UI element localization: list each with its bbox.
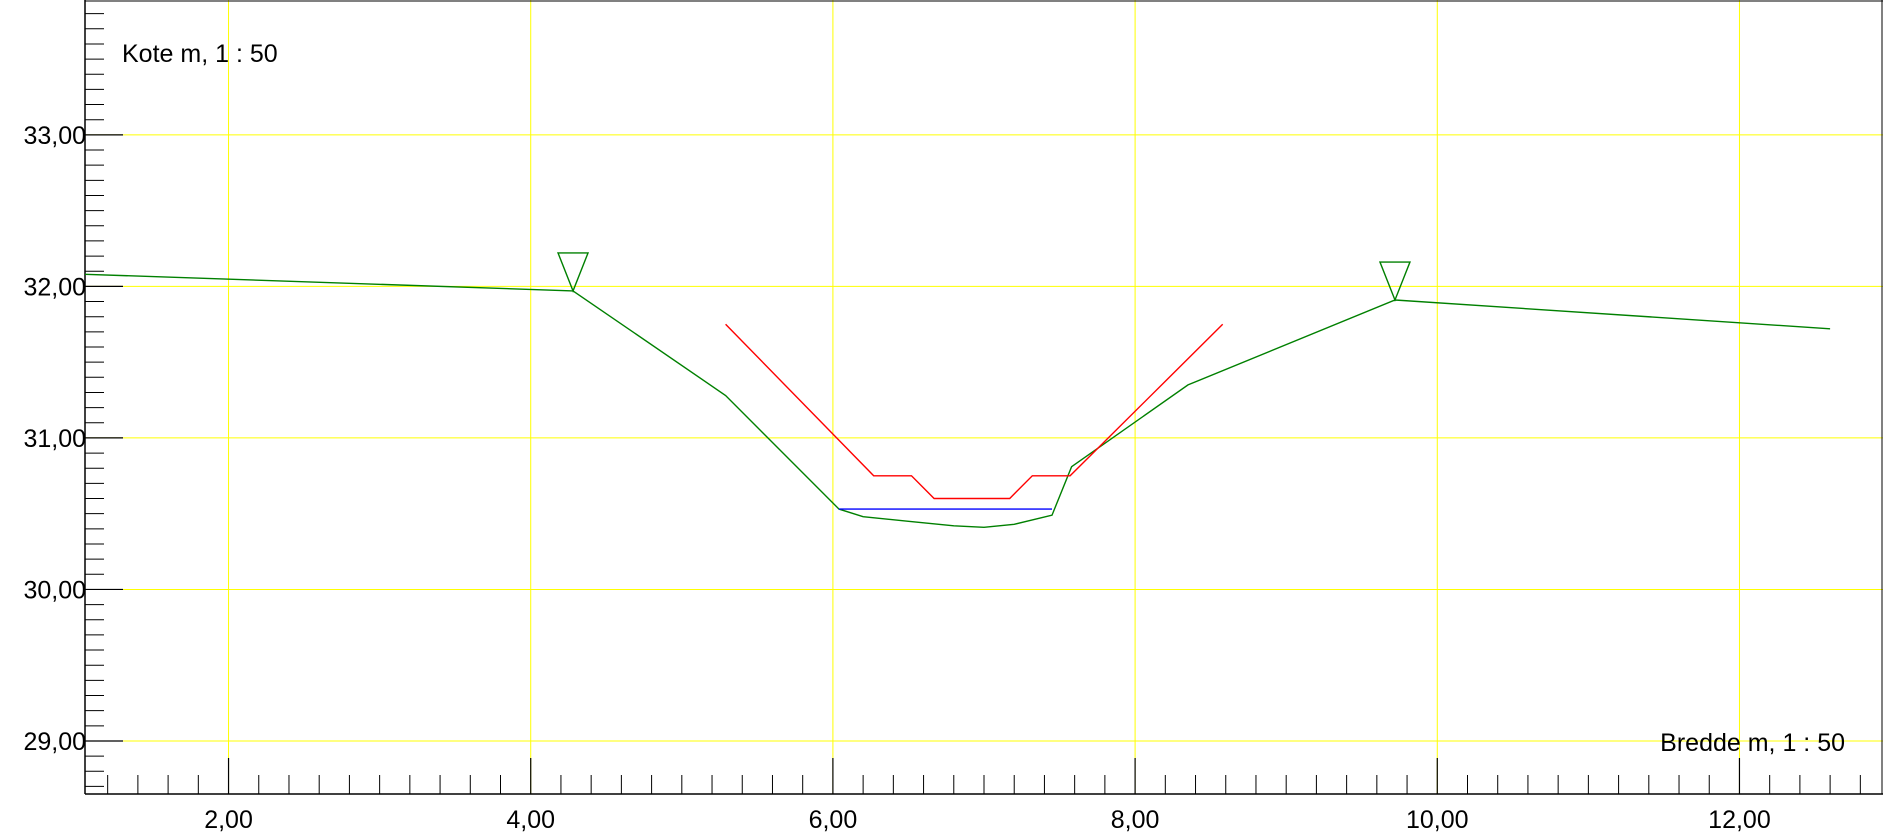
- y-axis-title: Kote m, 1 : 50: [122, 40, 278, 68]
- y-tick-label: 31,00: [23, 425, 86, 453]
- design-line: [725, 323, 1224, 500]
- x-tick-label: 4,00: [506, 806, 555, 834]
- grid: [85, 0, 1883, 794]
- y-tick-label: 30,00: [23, 576, 86, 604]
- x-tick-label: 12,00: [1708, 806, 1771, 834]
- x-tick-label: 6,00: [809, 806, 858, 834]
- crest-marker: [556, 252, 590, 293]
- x-axis-title: Bredde m, 1 : 50: [1660, 729, 1845, 757]
- y-tick-label: 29,00: [23, 728, 86, 756]
- axes: 2,00 4,00 6,00 8,00 10,00 12,00 29,00 30,00 31,0…: [23, 0, 1883, 834]
- x-tick-label: 2,00: [204, 806, 253, 834]
- markers: [556, 252, 1412, 302]
- series: [84, 273, 1831, 529]
- terrain-line: [84, 273, 1831, 529]
- y-tick-label: 32,00: [23, 273, 86, 301]
- y-tick-label: 33,00: [23, 122, 86, 150]
- crest-marker: [1378, 261, 1412, 302]
- x-tick-label: 10,00: [1406, 806, 1469, 834]
- x-tick-label: 8,00: [1111, 806, 1160, 834]
